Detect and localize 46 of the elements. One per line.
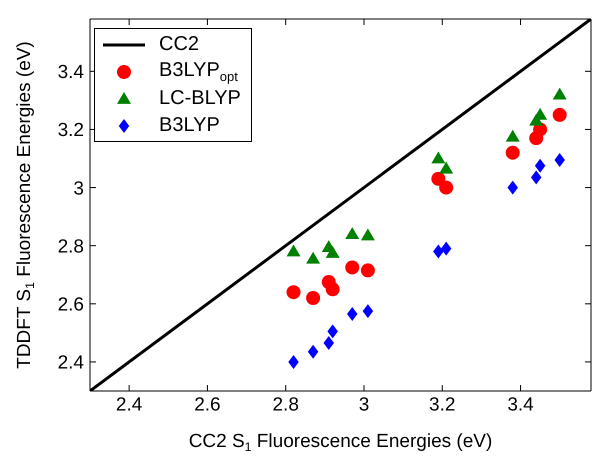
point xyxy=(326,246,340,258)
x-tick-label: 2.8 xyxy=(272,394,299,416)
point xyxy=(326,282,340,296)
y-tick-label: 2.6 xyxy=(58,294,84,316)
x-axis-title: CC2 S$_{1}$ Fluorescence Energies (eV) xyxy=(188,431,492,454)
point xyxy=(286,285,301,300)
y-tick-label: 2.8 xyxy=(58,236,84,258)
y-tick-label: 3.2 xyxy=(58,120,84,142)
legend-label: B3LYP$_{opt}$ xyxy=(159,59,238,84)
point xyxy=(327,324,338,338)
point xyxy=(552,88,567,100)
point xyxy=(360,228,375,240)
point xyxy=(346,306,358,321)
point xyxy=(439,162,454,174)
legend-label: LC-BLYP xyxy=(159,87,241,109)
point xyxy=(345,227,360,239)
point xyxy=(360,263,375,278)
y-tick-label: 2.4 xyxy=(58,352,84,374)
point xyxy=(506,146,520,160)
point xyxy=(507,180,518,195)
point xyxy=(552,108,567,122)
point xyxy=(530,170,542,184)
point xyxy=(440,242,452,256)
point xyxy=(288,354,299,369)
point xyxy=(306,291,320,305)
point xyxy=(308,344,318,359)
point xyxy=(345,260,360,274)
point xyxy=(362,304,374,318)
point xyxy=(554,152,565,167)
x-tick-label: 2.4 xyxy=(116,394,143,416)
point xyxy=(306,252,320,264)
point xyxy=(439,180,454,195)
legend-label: CC2 xyxy=(159,33,200,55)
x-tick-label: 3.2 xyxy=(429,394,456,416)
x-tick-label: 2.6 xyxy=(194,394,221,416)
point xyxy=(534,158,546,173)
point xyxy=(431,152,446,164)
point xyxy=(324,336,334,350)
x-tick-label: 3.4 xyxy=(507,394,534,416)
x-tick-label: 3 xyxy=(358,394,370,416)
point xyxy=(286,244,301,256)
y-tick-label: 3 xyxy=(73,178,84,200)
y-tick-label: 3.4 xyxy=(58,62,84,84)
point xyxy=(506,130,520,142)
legend-label: B3LYP xyxy=(159,114,220,136)
point xyxy=(433,244,444,258)
